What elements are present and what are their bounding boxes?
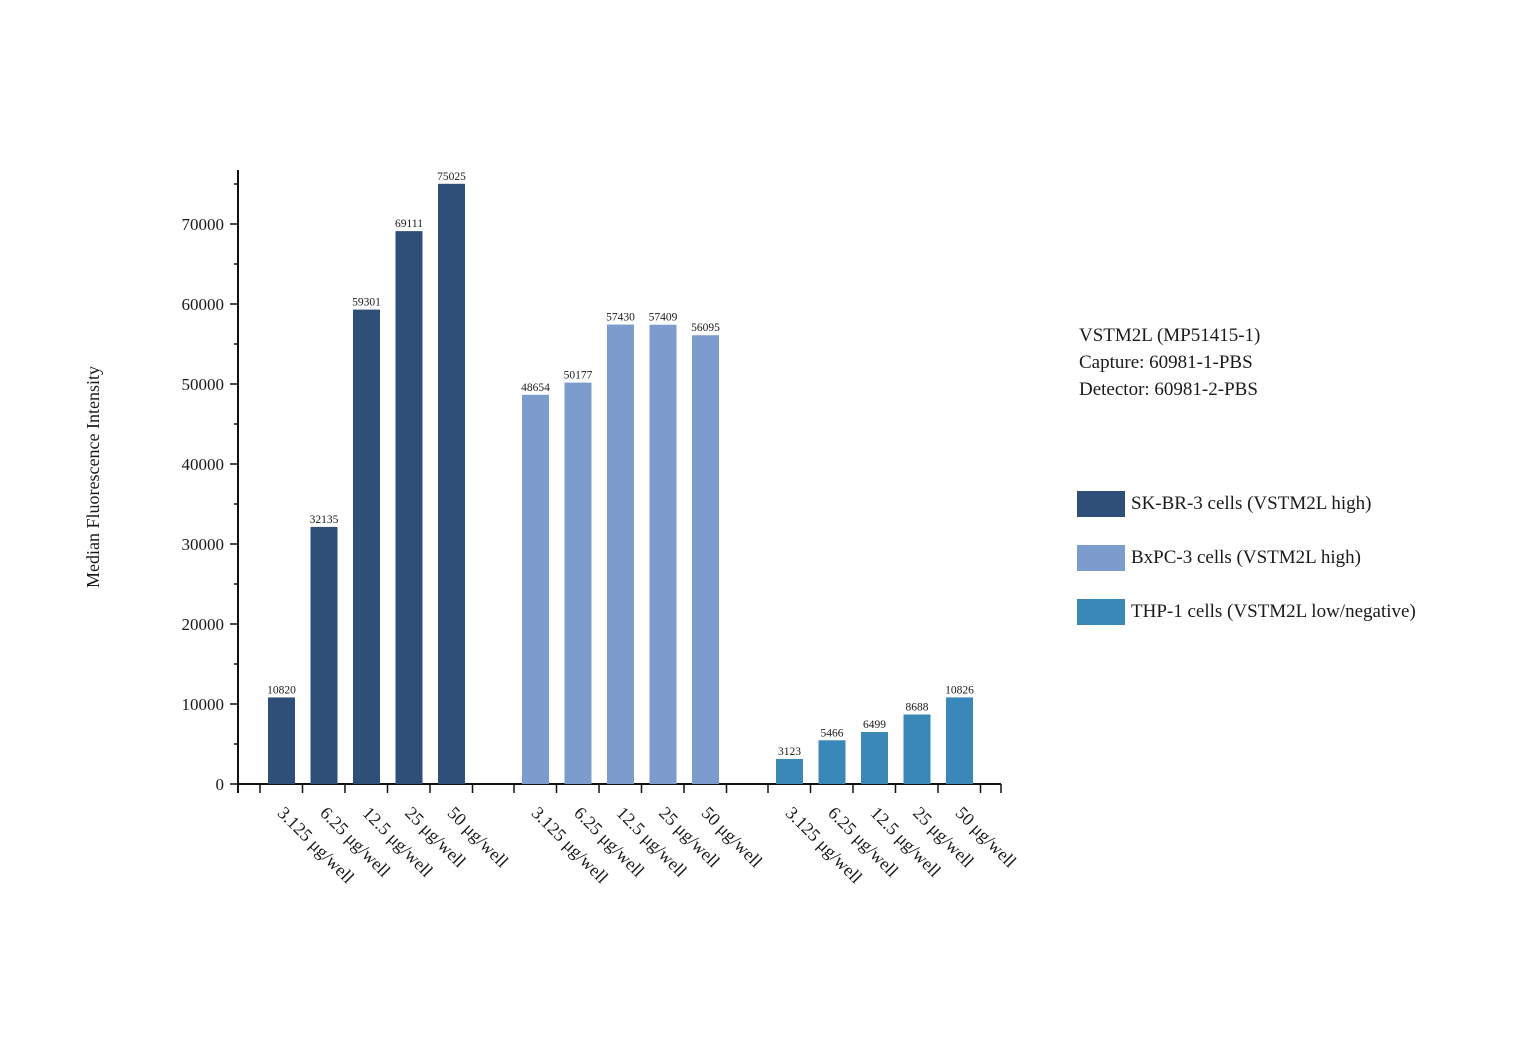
- bar: [268, 697, 295, 784]
- detector-antibody: Detector: 60981-2-PBS: [1079, 379, 1258, 400]
- y-tick-label: 0: [216, 775, 225, 794]
- bar: [776, 759, 803, 784]
- bar: [395, 231, 423, 784]
- bar: [946, 697, 973, 784]
- bar: [353, 309, 380, 784]
- assay-title: VSTM2L (MP51415-1): [1079, 325, 1261, 346]
- assay-info: VSTM2L (MP51415-1) Capture: 60981-1-PBS …: [1079, 322, 1260, 403]
- bar: [310, 526, 338, 784]
- data-label: 56095: [691, 322, 720, 334]
- legend-swatch-sk-br-3: [1077, 490, 1125, 517]
- data-label: 3123: [778, 746, 801, 758]
- data-label: 10826: [945, 684, 974, 696]
- legend-item-bxpc-3: BxPC-3 cells (VSTM2L high): [1077, 544, 1416, 571]
- legend-label: THP-1 cells (VSTM2L low/negative): [1131, 600, 1416, 622]
- chart-legend: SK-BR-3 cells (VSTM2L high) BxPC-3 cells…: [1077, 490, 1416, 652]
- data-label: 69111: [395, 218, 423, 230]
- y-tick-label: 30000: [182, 535, 225, 554]
- y-tick-label: 10000: [182, 695, 225, 714]
- y-tick-label: 50000: [182, 375, 225, 394]
- legend-swatch-thp-1: [1077, 598, 1125, 625]
- y-tick-label: 40000: [182, 455, 225, 474]
- data-label: 10820: [267, 684, 296, 696]
- bar: [564, 382, 592, 784]
- legend-item-thp-1: THP-1 cells (VSTM2L low/negative): [1077, 598, 1416, 625]
- legend-swatch-bxpc-3: [1077, 544, 1125, 571]
- data-label: 32135: [310, 514, 339, 526]
- data-label: 75025: [437, 171, 466, 183]
- data-label: 48654: [521, 382, 550, 394]
- data-label: 5466: [821, 727, 844, 739]
- data-label: 59301: [352, 297, 381, 309]
- bar: [649, 324, 677, 784]
- data-label: 6499: [863, 719, 886, 731]
- capture-antibody: Capture: 60981-1-PBS: [1079, 352, 1253, 373]
- data-label: 50177: [564, 370, 593, 382]
- y-axis-title: Median Fluorescence Intensity: [83, 366, 103, 588]
- legend-item-sk-br-3: SK-BR-3 cells (VSTM2L high): [1077, 490, 1416, 517]
- data-label: 57409: [649, 312, 678, 324]
- bar: [438, 183, 465, 785]
- legend-label: BxPC-3 cells (VSTM2L high): [1131, 546, 1361, 568]
- legend-label: SK-BR-3 cells (VSTM2L high): [1131, 492, 1372, 514]
- bar: [861, 732, 888, 784]
- y-tick-label: 20000: [182, 615, 225, 634]
- y-tick-label: 70000: [182, 215, 225, 234]
- bar: [692, 335, 719, 784]
- data-label: 8688: [906, 701, 929, 713]
- y-tick-label: 60000: [182, 295, 225, 314]
- bar: [903, 714, 931, 784]
- bar: [818, 740, 846, 784]
- bar: [522, 394, 549, 784]
- data-label: 57430: [606, 312, 635, 324]
- bar: [607, 324, 634, 784]
